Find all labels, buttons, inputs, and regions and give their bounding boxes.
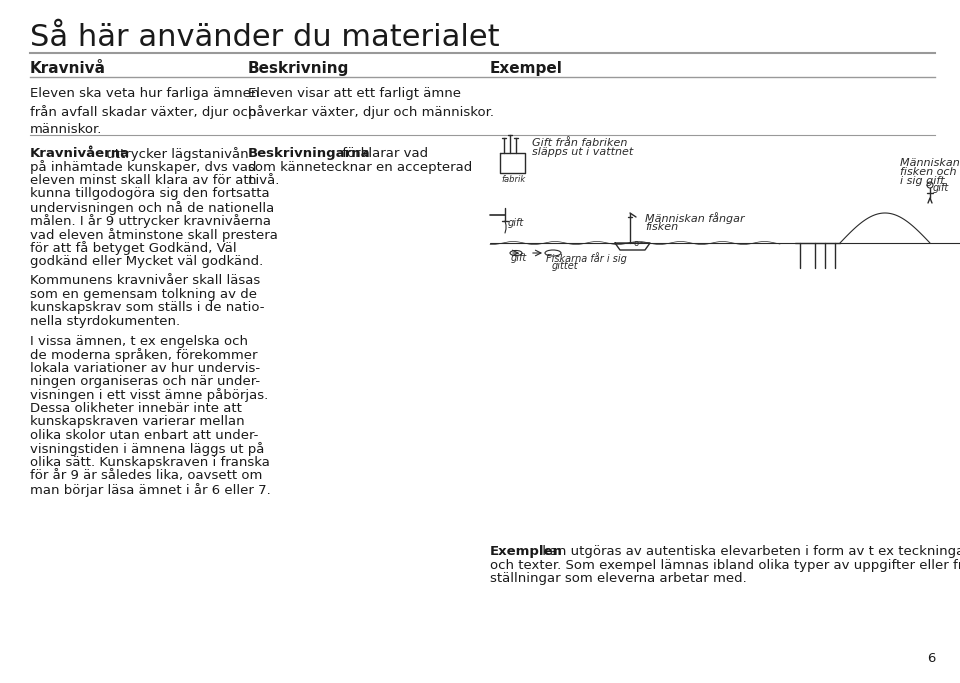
Text: som en gemensam tolkning av de: som en gemensam tolkning av de bbox=[30, 288, 257, 301]
Text: fisken och får: fisken och får bbox=[900, 167, 960, 177]
Text: kan utgöras av autentiska elevarbeten i form av t ex teckningar: kan utgöras av autentiska elevarbeten i … bbox=[538, 545, 960, 558]
Text: Människan fångar: Människan fångar bbox=[645, 212, 745, 224]
Text: målen. I år 9 uttrycker kravnivåerna: målen. I år 9 uttrycker kravnivåerna bbox=[30, 214, 271, 229]
Text: vad eleven åtminstone skall prestera: vad eleven åtminstone skall prestera bbox=[30, 228, 277, 242]
Text: gift: gift bbox=[933, 183, 949, 193]
Text: Fiskarna får i sig: Fiskarna får i sig bbox=[546, 252, 627, 264]
Text: fisken: fisken bbox=[645, 222, 678, 232]
Text: godkänd eller Mycket väl godkänd.: godkänd eller Mycket väl godkänd. bbox=[30, 255, 263, 268]
Text: och texter. Som exempel lämnas ibland olika typer av uppgifter eller fråge-: och texter. Som exempel lämnas ibland ol… bbox=[490, 559, 960, 572]
Text: fabrik: fabrik bbox=[501, 175, 525, 184]
Text: Eleven visar att ett farligt ämne
påverkar växter, djur och människor.: Eleven visar att ett farligt ämne påverk… bbox=[248, 87, 494, 119]
Text: Beskrivning: Beskrivning bbox=[248, 61, 349, 76]
Text: Exempel: Exempel bbox=[490, 61, 563, 76]
Text: Människan äter: Människan äter bbox=[900, 158, 960, 168]
Text: Exemplen: Exemplen bbox=[490, 545, 563, 558]
Text: gift: gift bbox=[508, 218, 524, 228]
Text: ställningar som eleverna arbetar med.: ställningar som eleverna arbetar med. bbox=[490, 572, 747, 585]
Text: kunskapskraven varierar mellan: kunskapskraven varierar mellan bbox=[30, 415, 245, 428]
Text: kunskapskrav som ställs i de natio-: kunskapskrav som ställs i de natio- bbox=[30, 301, 265, 314]
Text: ningen organiseras och när under-: ningen organiseras och när under- bbox=[30, 375, 260, 388]
Text: olika sätt. Kunskapskraven i franska: olika sätt. Kunskapskraven i franska bbox=[30, 456, 270, 469]
Text: förklarar vad: förklarar vad bbox=[338, 147, 428, 160]
Text: Kommunens kravnivåer skall läsas: Kommunens kravnivåer skall läsas bbox=[30, 275, 260, 288]
Text: 6: 6 bbox=[926, 652, 935, 665]
Text: gittet: gittet bbox=[552, 261, 579, 271]
Text: Kravnivå: Kravnivå bbox=[30, 61, 106, 76]
Text: för år 9 är således lika, oavsett om: för år 9 är således lika, oavsett om bbox=[30, 469, 262, 482]
Text: för att få betyget Godkänd, Väl: för att få betyget Godkänd, Väl bbox=[30, 242, 236, 255]
Text: Eleven ska veta hur farliga ämnen
från avfall skadar växter, djur och
människor.: Eleven ska veta hur farliga ämnen från a… bbox=[30, 87, 259, 137]
Text: nivå.: nivå. bbox=[248, 174, 280, 187]
Text: olika skolor utan enbart att under-: olika skolor utan enbart att under- bbox=[30, 429, 258, 442]
Text: lokala variationer av hur undervis-: lokala variationer av hur undervis- bbox=[30, 361, 260, 374]
Text: Kravnivåerna: Kravnivåerna bbox=[30, 147, 131, 160]
Text: nella styrdokumenten.: nella styrdokumenten. bbox=[30, 315, 180, 328]
Text: Dessa olikheter innebär inte att: Dessa olikheter innebär inte att bbox=[30, 402, 242, 415]
Text: i sig gift.: i sig gift. bbox=[900, 176, 948, 186]
Text: på inhämtade kunskaper, dvs vad: på inhämtade kunskaper, dvs vad bbox=[30, 161, 256, 174]
Text: visningen i ett visst ämne påbörjas.: visningen i ett visst ämne påbörjas. bbox=[30, 389, 268, 402]
Text: släpps ut i vattnet: släpps ut i vattnet bbox=[532, 147, 634, 157]
Text: kunna tillgodogöra sig den fortsatta: kunna tillgodogöra sig den fortsatta bbox=[30, 188, 270, 201]
Text: Så här använder du materialet: Så här använder du materialet bbox=[30, 23, 499, 52]
Text: som kännetecknar en accepterad: som kännetecknar en accepterad bbox=[248, 161, 472, 173]
Text: undervisningen och nå de nationella: undervisningen och nå de nationella bbox=[30, 201, 275, 215]
Text: gift: gift bbox=[511, 253, 527, 263]
Text: I vissa ämnen, t ex engelska och: I vissa ämnen, t ex engelska och bbox=[30, 335, 248, 348]
Text: uttrycker lägstanivån: uttrycker lägstanivån bbox=[102, 147, 249, 161]
Text: man börjar läsa ämnet i år 6 eller 7.: man börjar läsa ämnet i år 6 eller 7. bbox=[30, 483, 271, 497]
Text: de moderna språken, förekommer: de moderna språken, förekommer bbox=[30, 348, 257, 362]
Text: visningstiden i ämnena läggs ut på: visningstiden i ämnena läggs ut på bbox=[30, 443, 264, 456]
Text: ~o~: ~o~ bbox=[627, 239, 646, 248]
Text: Gift från fabriken: Gift från fabriken bbox=[532, 138, 628, 148]
Text: eleven minst skall klara av för att: eleven minst skall klara av för att bbox=[30, 174, 253, 187]
Text: Beskrivningarna: Beskrivningarna bbox=[248, 147, 371, 160]
